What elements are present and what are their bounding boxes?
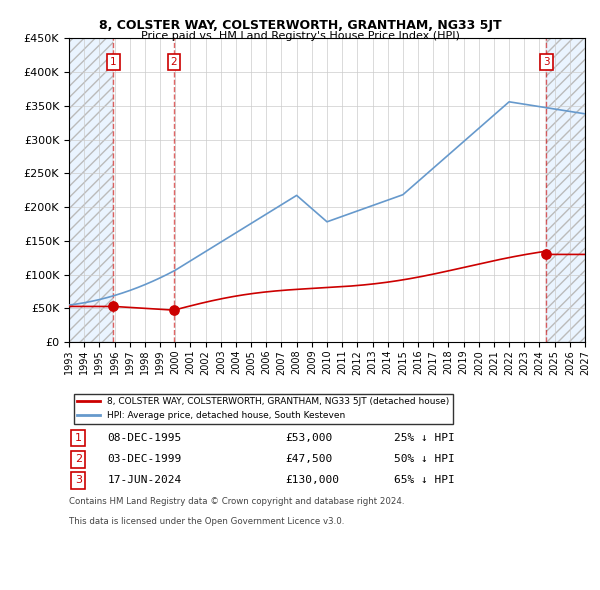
Text: £130,000: £130,000 <box>286 476 340 486</box>
Bar <box>547 38 585 342</box>
Text: 17-JUN-2024: 17-JUN-2024 <box>108 476 182 486</box>
Text: 3: 3 <box>543 57 550 67</box>
Text: 03-DEC-1999: 03-DEC-1999 <box>108 454 182 464</box>
Bar <box>547 38 585 342</box>
Bar <box>69 38 113 342</box>
Text: 25% ↓ HPI: 25% ↓ HPI <box>394 433 455 443</box>
Text: This data is licensed under the Open Government Licence v3.0.: This data is licensed under the Open Gov… <box>69 517 344 526</box>
Text: 2: 2 <box>171 57 178 67</box>
Text: 3: 3 <box>75 476 82 486</box>
Text: £53,000: £53,000 <box>286 433 333 443</box>
Point <box>109 301 118 311</box>
Point <box>169 306 179 315</box>
Text: 1: 1 <box>110 57 116 67</box>
Text: Contains HM Land Registry data © Crown copyright and database right 2024.: Contains HM Land Registry data © Crown c… <box>69 497 404 506</box>
Text: 50% ↓ HPI: 50% ↓ HPI <box>394 454 455 464</box>
Text: 65% ↓ HPI: 65% ↓ HPI <box>394 476 455 486</box>
Text: £47,500: £47,500 <box>286 454 333 464</box>
Text: Price paid vs. HM Land Registry's House Price Index (HPI): Price paid vs. HM Land Registry's House … <box>140 31 460 41</box>
Text: 8, COLSTER WAY, COLSTERWORTH, GRANTHAM, NG33 5JT: 8, COLSTER WAY, COLSTERWORTH, GRANTHAM, … <box>98 19 502 32</box>
Text: 1: 1 <box>75 433 82 443</box>
Point <box>542 250 551 259</box>
Text: 2: 2 <box>75 454 82 464</box>
Text: 08-DEC-1995: 08-DEC-1995 <box>108 433 182 443</box>
Bar <box>69 38 113 342</box>
Legend: 8, COLSTER WAY, COLSTERWORTH, GRANTHAM, NG33 5JT (detached house), HPI: Average : 8, COLSTER WAY, COLSTERWORTH, GRANTHAM, … <box>74 394 453 424</box>
